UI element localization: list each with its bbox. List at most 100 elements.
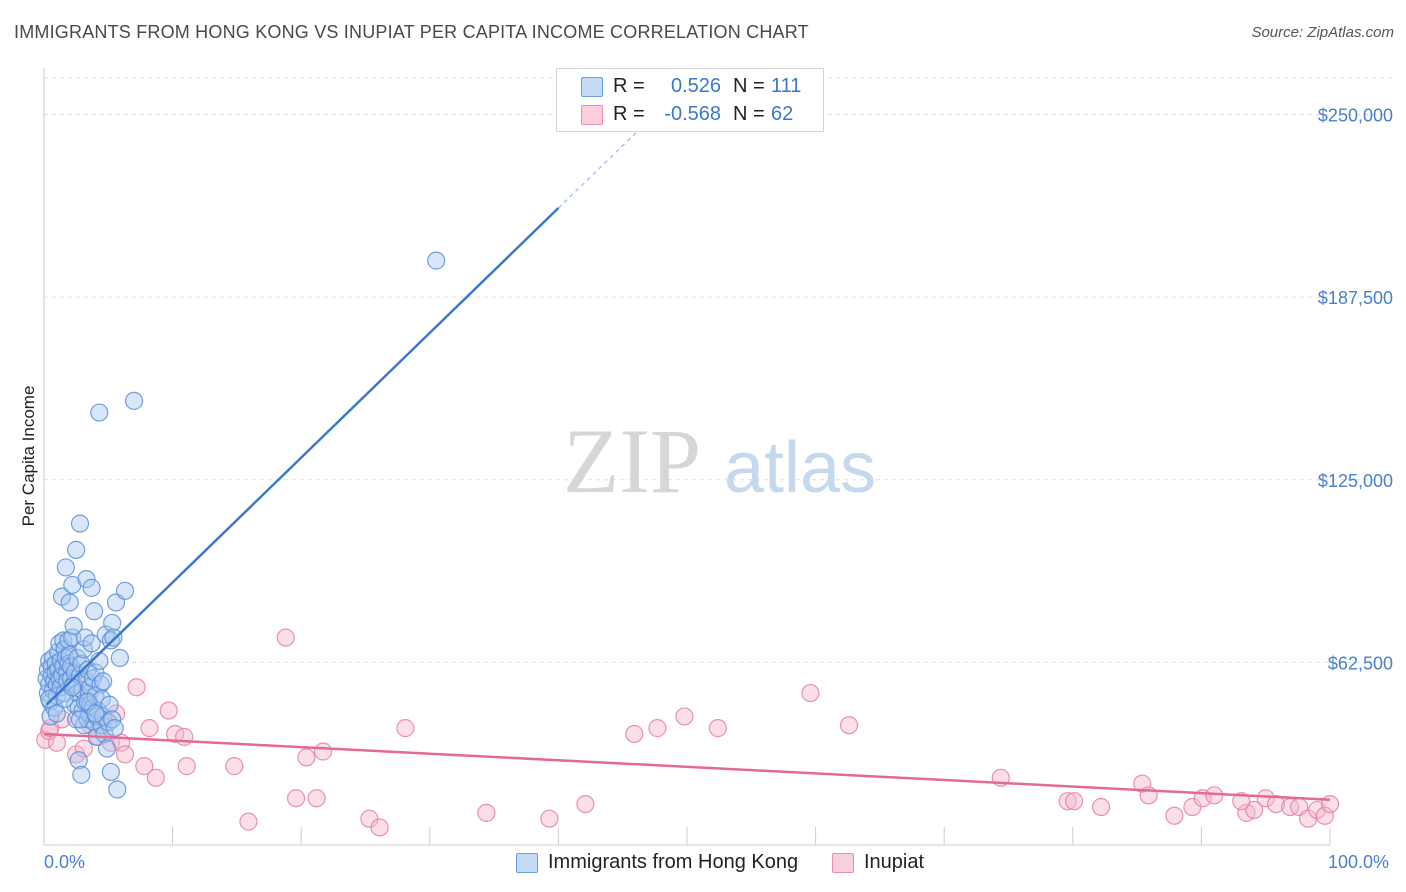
point-inupiat	[625, 724, 644, 744]
point-hong-kong	[90, 403, 109, 422]
legend-n-value: 111	[771, 75, 802, 97]
legend-swatch-hong-kong	[581, 77, 603, 97]
point-hong-kong	[40, 689, 59, 709]
legend-r-value: 0.526	[670, 75, 721, 97]
point-hong-kong	[77, 570, 96, 589]
source-label: Source: ZipAtlas.com	[1251, 24, 1394, 41]
point-hong-kong	[64, 616, 83, 635]
point-inupiat	[1091, 797, 1111, 817]
point-inupiat	[74, 739, 93, 758]
point-inupiat	[540, 809, 559, 828]
series-blue-points	[37, 251, 446, 799]
y-tick-labels: $62,500 $125,000 $187,500 $250,000	[1318, 106, 1393, 674]
point-hong-kong	[101, 762, 120, 782]
y-tick-label: $250,000	[1318, 106, 1393, 126]
point-inupiat	[159, 701, 178, 720]
axes	[43, 68, 1331, 846]
legend-r-label: R =	[613, 103, 645, 125]
legend-n-value: 62	[771, 103, 794, 125]
y-tick-label: $62,500	[1328, 653, 1393, 673]
point-hong-kong	[82, 634, 101, 653]
point-inupiat	[140, 719, 159, 738]
point-inupiat	[801, 683, 820, 703]
point-inupiat	[648, 719, 667, 738]
point-hong-kong	[101, 631, 120, 650]
point-hong-kong	[69, 751, 88, 770]
point-inupiat	[708, 719, 727, 738]
point-hong-kong	[67, 540, 86, 559]
point-hong-kong	[105, 719, 124, 738]
legend-r-label: R =	[613, 75, 645, 97]
point-inupiat	[576, 794, 595, 814]
point-hong-kong	[56, 558, 75, 577]
point-hong-kong	[47, 704, 66, 723]
bottom-legend-swatch-inupiat	[832, 853, 854, 873]
correlation-legend: R = 0.526 N = 111 R = -0.568 N = 62	[556, 68, 824, 132]
point-hong-kong	[427, 251, 446, 270]
point-inupiat	[1256, 789, 1275, 808]
bottom-legend-label: Immigrants from Hong Kong	[548, 851, 799, 873]
legend-r-value: -0.568	[664, 103, 721, 125]
point-hong-kong	[108, 780, 127, 799]
point-inupiat	[36, 730, 55, 749]
point-inupiat	[1266, 794, 1286, 814]
y-axis-title: Per Capita Income	[19, 386, 38, 527]
chart-title: IMMIGRANTS FROM HONG KONG VS INUPIAT PER…	[14, 22, 809, 42]
trend-line-hong-kong	[45, 207, 560, 706]
watermark: ZIP atlas	[563, 410, 876, 512]
bottom-legend-label: Inupiat	[864, 851, 925, 873]
y-tick-label: $125,000	[1318, 471, 1393, 491]
point-inupiat	[1320, 794, 1340, 814]
legend-row-hong-kong: R = 0.526 N = 111	[557, 73, 823, 101]
point-inupiat	[239, 812, 258, 831]
point-hong-kong	[72, 765, 91, 784]
point-inupiat	[1165, 806, 1184, 825]
point-hong-kong	[60, 593, 79, 612]
gridlines	[44, 77, 1394, 663]
legend-swatch-inupiat	[581, 105, 603, 125]
y-tick-label: $187,500	[1318, 288, 1393, 308]
point-inupiat	[297, 748, 316, 767]
bottom-legend-swatch-hong-kong	[516, 853, 538, 873]
trend-lines	[43, 114, 1331, 801]
point-inupiat	[1232, 792, 1251, 811]
point-hong-kong	[97, 739, 117, 758]
point-hong-kong	[70, 514, 90, 533]
legend-n-label: N =	[733, 75, 765, 97]
point-hong-kong	[115, 581, 135, 600]
watermark-zip: ZIP	[563, 410, 701, 512]
point-inupiat	[675, 707, 694, 726]
x-tick-max: 100.0%	[1328, 852, 1390, 872]
point-inupiat	[307, 789, 326, 808]
point-inupiat	[313, 742, 333, 761]
point-inupiat	[1133, 774, 1152, 793]
point-hong-kong	[110, 648, 129, 668]
point-inupiat	[115, 745, 135, 764]
trend-line-inupiat	[43, 732, 1331, 801]
point-inupiat	[146, 768, 165, 787]
legend-row-inupiat: R = -0.568 N = 62	[557, 101, 823, 129]
point-hong-kong	[86, 704, 105, 723]
point-inupiat	[47, 733, 66, 752]
watermark-atlas: atlas	[724, 428, 876, 508]
point-inupiat	[286, 789, 306, 808]
point-inupiat	[135, 757, 154, 776]
point-inupiat	[225, 757, 244, 776]
point-hong-kong	[104, 628, 123, 647]
trend-line-hong-kong-extension	[557, 114, 656, 209]
point-hong-kong	[124, 391, 144, 410]
point-inupiat	[175, 727, 194, 746]
legend-n-label: N =	[733, 103, 765, 125]
point-hong-kong	[82, 578, 101, 597]
point-hong-kong	[91, 675, 110, 694]
point-inupiat	[839, 716, 859, 735]
point-hong-kong	[85, 602, 104, 621]
point-inupiat	[1315, 806, 1334, 825]
point-hong-kong	[70, 710, 90, 729]
point-hong-kong	[100, 695, 119, 714]
series-pink-points	[36, 628, 1340, 837]
point-inupiat	[477, 803, 496, 822]
point-inupiat	[1064, 792, 1084, 811]
point-hong-kong	[94, 672, 113, 691]
